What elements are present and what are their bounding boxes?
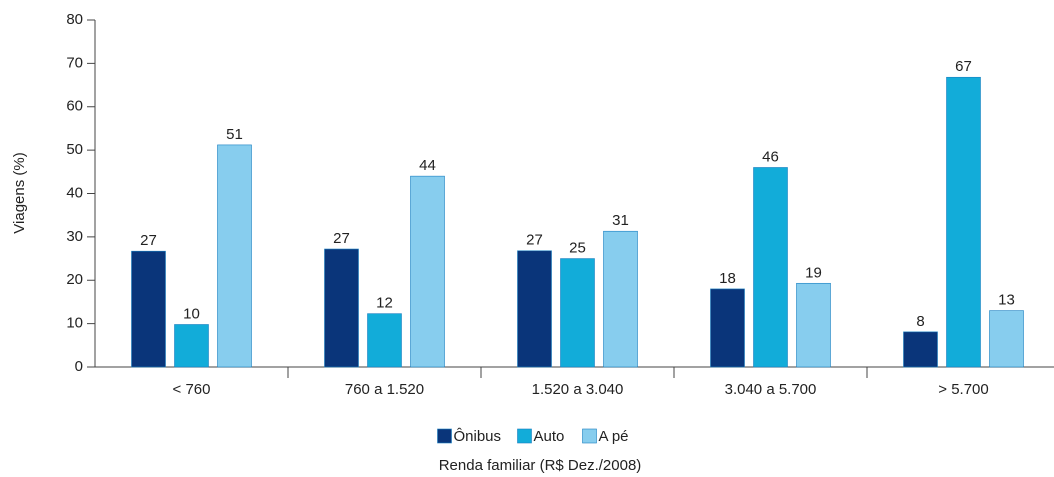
- y-tick-label: 70: [66, 54, 83, 71]
- data-label: 18: [719, 270, 736, 287]
- data-label: 19: [805, 264, 822, 281]
- bar: [410, 175, 445, 368]
- legend-swatch: [517, 428, 532, 444]
- x-tick-label: 1.520 a 3.040: [532, 381, 624, 398]
- bar: [367, 313, 402, 368]
- y-tick-label: 50: [66, 141, 83, 158]
- legend-label: Auto: [534, 428, 565, 445]
- y-tick-label: 30: [66, 228, 83, 245]
- x-axis-title: Renda familiar (R$ Dez./2008): [439, 457, 642, 474]
- x-tick-label: 760 a 1.520: [345, 381, 424, 398]
- data-label: 27: [140, 232, 157, 249]
- data-label: 67: [955, 58, 972, 75]
- bar: [131, 250, 166, 368]
- y-tick-label: 60: [66, 98, 83, 115]
- bar: [753, 167, 788, 368]
- x-tick-label: < 760: [173, 381, 211, 398]
- data-label: 27: [526, 232, 543, 249]
- bar: [903, 331, 938, 368]
- x-tick-label: 3.040 a 5.700: [725, 381, 817, 398]
- bar: [603, 230, 638, 368]
- bar: [217, 144, 252, 368]
- data-label: 46: [762, 148, 779, 165]
- data-label: 44: [419, 157, 436, 174]
- data-label: 27: [333, 230, 350, 247]
- data-label: 10: [183, 305, 200, 322]
- y-tick-label: 80: [66, 11, 83, 28]
- y-tick-label: 10: [66, 315, 83, 332]
- bar: [560, 258, 595, 368]
- bar: [517, 250, 552, 368]
- y-tick-label: 40: [66, 184, 83, 201]
- data-label: 13: [998, 292, 1015, 309]
- bar: [324, 248, 359, 368]
- legend-swatch: [437, 428, 452, 444]
- bar: [989, 310, 1024, 368]
- data-label: 25: [569, 240, 586, 257]
- legend-label: A pé: [599, 428, 629, 445]
- y-tick-label: 0: [75, 358, 83, 375]
- data-label: 8: [916, 313, 924, 330]
- bar: [710, 288, 745, 368]
- legend-swatch: [582, 428, 597, 444]
- data-label: 51: [226, 126, 243, 143]
- bar: [946, 76, 981, 368]
- legend-label: Ônibus: [454, 428, 502, 445]
- bar: [796, 282, 831, 368]
- data-label: 31: [612, 212, 629, 229]
- y-axis-title: Viagens (%): [11, 152, 28, 233]
- bar: [174, 324, 209, 368]
- x-tick-label: > 5.700: [938, 381, 988, 398]
- y-tick-label: 20: [66, 271, 83, 288]
- data-label: 12: [376, 295, 393, 312]
